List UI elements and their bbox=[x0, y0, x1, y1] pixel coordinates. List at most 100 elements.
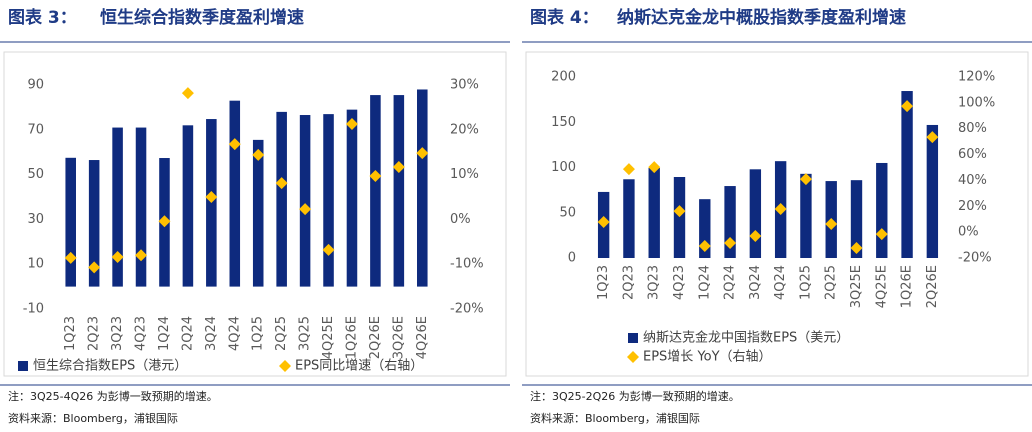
bar bbox=[112, 127, 123, 287]
bar bbox=[724, 186, 736, 258]
diamond-marker bbox=[135, 249, 148, 262]
diamond-marker bbox=[597, 216, 610, 229]
bar bbox=[276, 111, 287, 287]
bar bbox=[417, 89, 428, 287]
diamond-marker bbox=[416, 147, 429, 160]
diamond-marker bbox=[205, 191, 218, 203]
y-tick-label: 50 bbox=[559, 205, 576, 220]
note: 注：3Q25-4Q26 为彭博一致预期的增速。 bbox=[8, 389, 218, 403]
diamond-marker bbox=[749, 230, 762, 243]
diamond-marker bbox=[673, 205, 686, 218]
figure-label: 图表 3： bbox=[8, 7, 77, 28]
legend-swatch bbox=[627, 351, 639, 363]
y-tick-label: 150 bbox=[551, 115, 576, 130]
bar bbox=[229, 100, 241, 287]
x-tick-label: 3Q24 bbox=[204, 316, 219, 351]
y2-tick-label: 60% bbox=[958, 147, 987, 162]
diamond-marker bbox=[228, 138, 241, 151]
bar bbox=[88, 160, 100, 287]
diamond-marker bbox=[648, 161, 661, 174]
y2-tick-label: 20% bbox=[450, 122, 479, 137]
y-tick-label: 100 bbox=[551, 160, 576, 175]
x-tick-label: 2Q24 bbox=[180, 316, 195, 351]
y2-tick-label: 120% bbox=[958, 70, 995, 85]
bar bbox=[800, 173, 812, 258]
diamond-marker bbox=[622, 163, 635, 176]
diamond-marker bbox=[64, 251, 77, 264]
y-tick-label: 70 bbox=[27, 122, 44, 137]
y-tick-label: 90 bbox=[27, 78, 44, 93]
bar bbox=[370, 95, 381, 287]
x-tick-label: 3Q25 bbox=[298, 316, 313, 351]
bar bbox=[393, 95, 405, 287]
legend-label: 纳斯达克金龙中国指数EPS（美元） bbox=[643, 330, 849, 346]
x-tick-label: 1Q23 bbox=[596, 265, 611, 300]
x-tick-label: 4Q24 bbox=[227, 316, 242, 351]
bar bbox=[252, 139, 264, 287]
y2-tick-label: 0% bbox=[450, 212, 471, 227]
diamond-marker bbox=[252, 148, 265, 161]
legend-label: EPS增长 YoY（右轴） bbox=[643, 350, 772, 365]
y-tick-label: 50 bbox=[27, 167, 44, 182]
x-tick-label: 2Q23 bbox=[621, 265, 636, 300]
plot-frame bbox=[525, 51, 1029, 377]
y2-tick-label: 80% bbox=[958, 121, 987, 136]
y-tick-label: -10 bbox=[23, 302, 44, 317]
diamond-marker bbox=[698, 239, 711, 252]
x-tick-label: 2Q26E bbox=[925, 265, 940, 308]
bar bbox=[926, 124, 939, 258]
y2-tick-label: 100% bbox=[958, 95, 995, 110]
x-tick-label: 1Q24 bbox=[697, 265, 712, 300]
x-tick-label: 2Q25 bbox=[824, 265, 839, 300]
y-tick-label: 0 bbox=[568, 251, 576, 266]
y2-tick-label: 0% bbox=[958, 225, 979, 240]
y2-tick-label: -20% bbox=[958, 251, 992, 266]
x-tick-label: 3Q24 bbox=[748, 265, 763, 300]
x-tick-label: 2Q26E bbox=[368, 316, 383, 359]
bar bbox=[749, 169, 762, 258]
figure-label: 图表 4： bbox=[530, 7, 599, 28]
x-tick-label: 3Q26E bbox=[391, 316, 406, 359]
legend-label: 恒生综合指数EPS（港元） bbox=[33, 359, 187, 374]
x-tick-label: 1Q26E bbox=[344, 316, 359, 359]
diamond-marker bbox=[825, 217, 838, 230]
y-tick-label: 200 bbox=[551, 70, 576, 85]
bar bbox=[346, 109, 358, 287]
bar bbox=[673, 177, 686, 258]
bar bbox=[65, 157, 76, 287]
diamond-marker bbox=[158, 215, 171, 228]
diamond-marker bbox=[322, 243, 335, 256]
bar bbox=[850, 180, 863, 258]
y2-tick-label: -20% bbox=[450, 302, 484, 317]
x-tick-label: 4Q23 bbox=[134, 316, 149, 351]
y-tick-label: 10 bbox=[27, 257, 44, 272]
bar bbox=[901, 91, 913, 258]
note: 注：3Q25-2Q26 为彭博一致预期的增速。 bbox=[530, 389, 740, 403]
bar bbox=[623, 179, 635, 258]
x-tick-label: 1Q24 bbox=[157, 316, 172, 351]
y2-tick-label: 20% bbox=[958, 199, 987, 214]
diamond-marker bbox=[850, 242, 863, 255]
diamond-marker bbox=[345, 117, 358, 130]
bar bbox=[135, 127, 147, 287]
diamond-marker bbox=[926, 131, 939, 144]
x-tick-label: 1Q23 bbox=[63, 316, 78, 351]
x-tick-label: 1Q26E bbox=[900, 265, 915, 308]
diamond-marker bbox=[724, 237, 737, 250]
diamond-marker bbox=[875, 228, 888, 241]
x-tick-label: 4Q23 bbox=[672, 265, 687, 300]
x-tick-label: 4Q24 bbox=[773, 265, 788, 300]
diamond-marker bbox=[181, 87, 194, 100]
legend-label: EPS同比增速（右轴） bbox=[295, 359, 423, 374]
diamond-marker bbox=[299, 203, 312, 216]
source: 资料来源：Bloomberg，浦银国际 bbox=[8, 411, 178, 425]
bar bbox=[323, 114, 334, 287]
x-tick-label: 3Q23 bbox=[647, 265, 662, 300]
bar bbox=[876, 162, 888, 258]
x-tick-label: 4Q25E bbox=[874, 265, 889, 308]
legend-swatch bbox=[279, 360, 291, 372]
source: 资料来源：Bloomberg，浦银国际 bbox=[530, 411, 700, 425]
legend-swatch bbox=[628, 333, 638, 343]
bar bbox=[299, 115, 311, 287]
